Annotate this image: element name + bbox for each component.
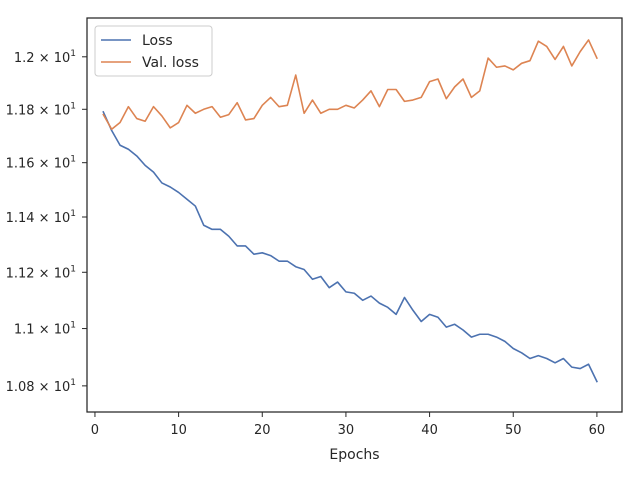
y-tick-label: 1.08 × 101 [6, 378, 76, 395]
legend-box [94, 25, 213, 77]
y-tick-label: 1.14 × 101 [6, 209, 76, 226]
y-tick-label: 1.18 × 101 [6, 101, 76, 118]
x-axis-title: Epochs [329, 447, 379, 463]
series-line-loss [102, 110, 598, 383]
y-tick-label: 1.16 × 101 [6, 155, 76, 172]
y-tick-label: 1.1 × 101 [14, 321, 76, 338]
legend-label-loss: Loss [142, 33, 173, 49]
x-tick-label: 20 [254, 423, 271, 438]
series-line-val-loss [102, 39, 598, 131]
x-tick-label: 10 [170, 423, 187, 438]
y-tick-label: 1.2 × 101 [14, 49, 76, 66]
y-tick-label: 1.12 × 101 [6, 264, 76, 281]
series-layer [102, 39, 598, 383]
x-tick-label: 60 [589, 423, 606, 438]
x-tick-label: 30 [338, 423, 355, 438]
legend-label-val-loss: Val. loss [142, 55, 199, 71]
plot-area-frame [86, 17, 623, 413]
x-tick-label: 40 [421, 423, 438, 438]
legend: Loss Val. loss [94, 25, 213, 77]
x-tick-label: 50 [505, 423, 522, 438]
x-axis-ticks: 0 10 20 30 40 50 60 [91, 412, 605, 438]
x-tick-label: 0 [91, 423, 99, 438]
y-axis-ticks: 1.08 × 101 1.1 × 101 1.12 × 101 1.14 × 101 1… [6, 49, 87, 395]
